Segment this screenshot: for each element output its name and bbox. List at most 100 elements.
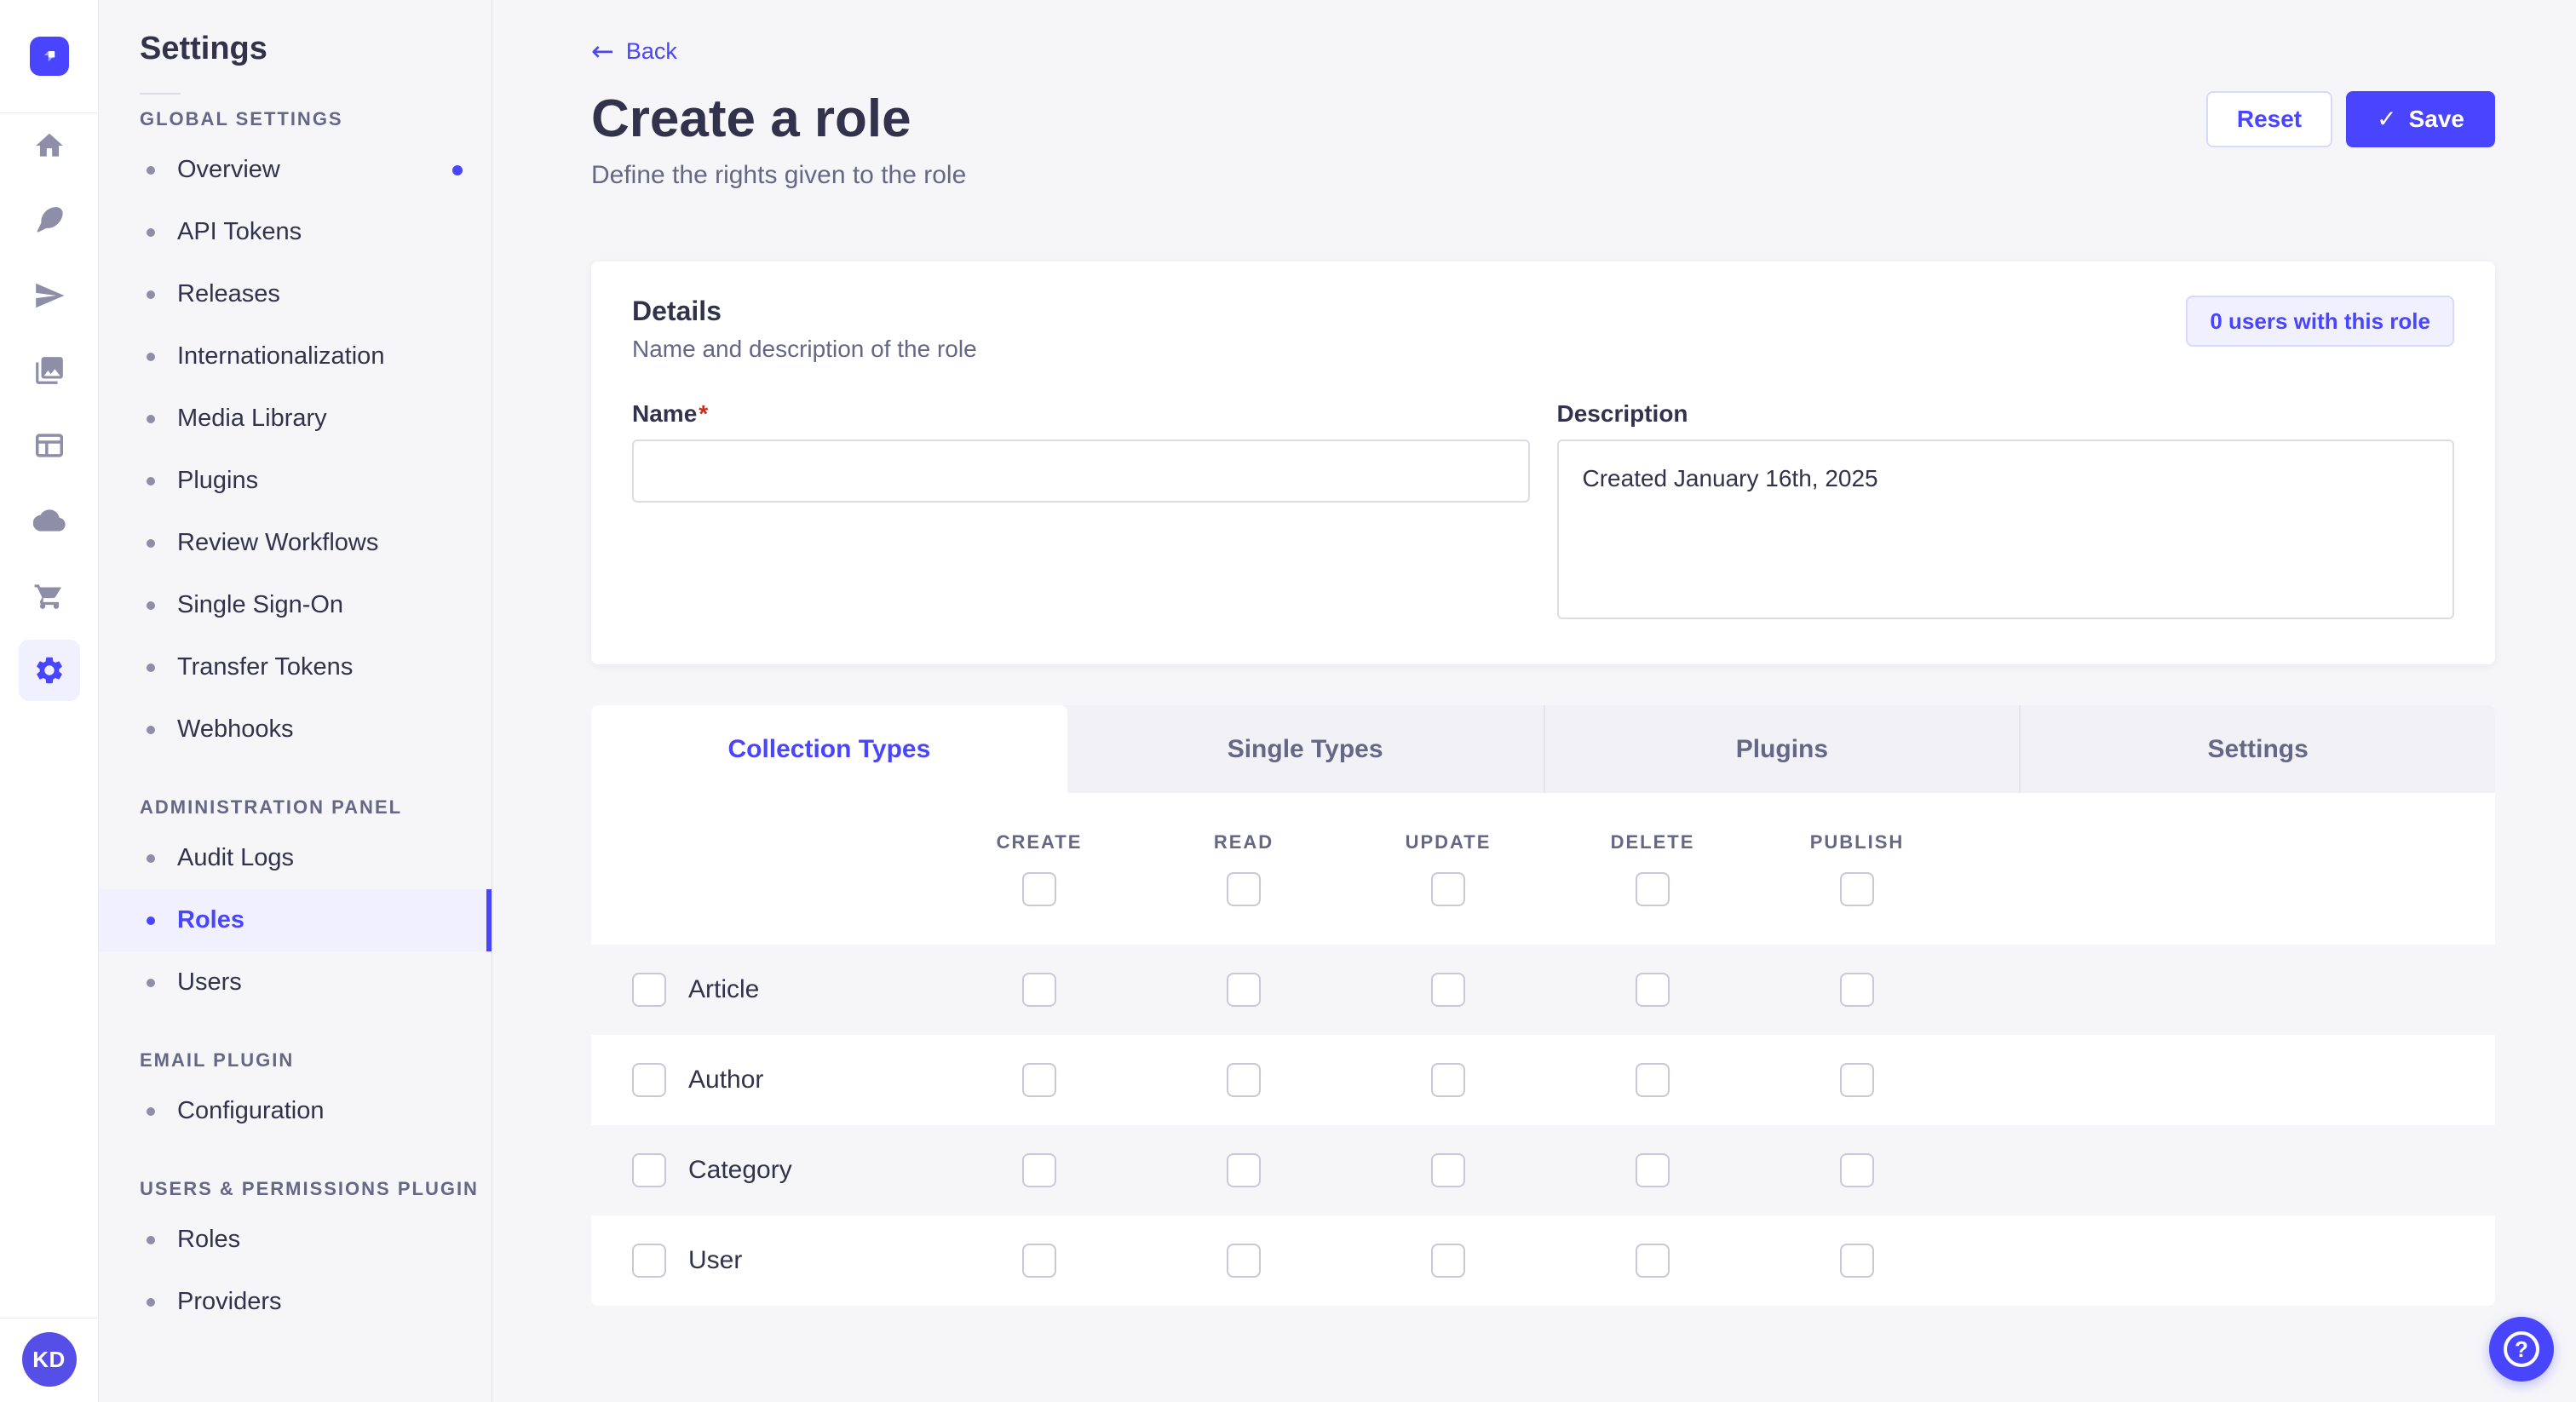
user-publish-checkbox[interactable] (1840, 1244, 1874, 1278)
article-select-checkbox[interactable] (632, 973, 666, 1007)
table-row-category: Category (591, 1125, 2495, 1215)
bullet-icon (147, 853, 155, 863)
sidebar-item-plugins[interactable]: Plugins (99, 450, 492, 512)
home-icon[interactable] (32, 129, 66, 163)
back-arrow-icon: ← (591, 35, 614, 67)
tab-plugins[interactable]: Plugins (1543, 705, 2020, 793)
category-update-checkbox[interactable] (1431, 1153, 1465, 1187)
notification-dot-icon (452, 164, 463, 175)
help-button[interactable]: ? (2489, 1317, 2554, 1382)
category-read-checkbox[interactable] (1227, 1153, 1261, 1187)
category-create-checkbox[interactable] (1022, 1153, 1056, 1187)
bullet-icon (147, 978, 155, 987)
settings-gear-icon[interactable] (18, 640, 80, 701)
tab-settings[interactable]: Settings (2019, 705, 2495, 793)
sidebar-item-single-sign-on[interactable]: Single Sign-On (99, 574, 492, 636)
author-delete-checkbox[interactable] (1636, 1063, 1670, 1097)
content-type-builder-send-icon[interactable] (32, 279, 66, 313)
row-name-cell: Author (591, 1063, 937, 1097)
main-nav-rail: KD (0, 0, 99, 1402)
content-manager-feather-icon[interactable] (32, 204, 66, 238)
table-row-author: Author (591, 1035, 2495, 1125)
tab-single-types[interactable]: Single Types (1067, 705, 1544, 793)
users-with-role-button[interactable]: 0 users with this role (2186, 296, 2454, 347)
sidebar-item-transfer-tokens[interactable]: Transfer Tokens (99, 636, 492, 698)
author-publish-checkbox[interactable] (1840, 1063, 1874, 1097)
article-read-checkbox[interactable] (1227, 973, 1261, 1007)
select-all-delete-checkbox[interactable] (1636, 872, 1670, 906)
user-update-checkbox[interactable] (1431, 1244, 1465, 1278)
details-card: Details Name and description of the role… (591, 261, 2495, 664)
required-asterisk: * (699, 400, 709, 427)
select-all-update-checkbox[interactable] (1431, 872, 1465, 906)
save-button[interactable]: ✓ Save (2346, 90, 2495, 147)
back-button[interactable]: ← Back (591, 37, 677, 65)
media-library-icon[interactable] (32, 353, 66, 388)
sidebar-item-up-roles[interactable]: Roles (99, 1209, 492, 1271)
column-header-delete: DELETE (1550, 831, 1755, 906)
category-delete-checkbox[interactable] (1636, 1153, 1670, 1187)
cloud-icon[interactable] (32, 503, 66, 537)
user-select-checkbox[interactable] (632, 1244, 666, 1278)
sidebar-section-administration-panel: ADMINISTRATION PANEL Audit Logs Roles Us… (99, 796, 492, 1014)
user-delete-checkbox[interactable] (1636, 1244, 1670, 1278)
column-header-publish: PUBLISH (1755, 831, 1959, 906)
sidebar-item-review-workflows[interactable]: Review Workflows (99, 512, 492, 574)
table-row-article: Article (591, 945, 2495, 1035)
sidebar-item-media-library[interactable]: Media Library (99, 388, 492, 450)
bullet-icon (147, 1235, 155, 1244)
sidebar-item-internationalization[interactable]: Internationalization (99, 325, 492, 388)
main-content: ← Back Create a role Reset ✓ Save Define… (492, 0, 2576, 1402)
tab-collection-types[interactable]: Collection Types (591, 705, 1067, 793)
user-read-checkbox[interactable] (1227, 1244, 1261, 1278)
name-input[interactable] (632, 440, 1530, 503)
sidebar-section-users-permissions-plugin: USERS & PERMISSIONS PLUGIN Roles Provide… (99, 1178, 492, 1333)
sidebar-item-overview[interactable]: Overview (99, 139, 492, 201)
bullet-icon (147, 1106, 155, 1116)
permissions-section: Collection Types Single Types Plugins Se… (591, 705, 2495, 1306)
sidebar-item-audit-logs[interactable]: Audit Logs (99, 827, 492, 889)
author-read-checkbox[interactable] (1227, 1063, 1261, 1097)
sidebar-item-users[interactable]: Users (99, 951, 492, 1014)
sidebar-item-roles[interactable]: Roles (99, 889, 492, 951)
article-delete-checkbox[interactable] (1636, 973, 1670, 1007)
author-create-checkbox[interactable] (1022, 1063, 1056, 1097)
permissions-tabs: Collection Types Single Types Plugins Se… (591, 705, 2495, 793)
rail-profile-section: KD (0, 1318, 98, 1402)
marketplace-cart-icon[interactable] (32, 578, 66, 612)
user-create-checkbox[interactable] (1022, 1244, 1056, 1278)
description-field-group: Description Created January 16th, 2025 (1556, 400, 2454, 623)
article-publish-checkbox[interactable] (1840, 973, 1874, 1007)
sidebar-item-configuration[interactable]: Configuration (99, 1080, 492, 1142)
bullet-icon (147, 476, 155, 486)
category-publish-checkbox[interactable] (1840, 1153, 1874, 1187)
select-all-publish-checkbox[interactable] (1840, 872, 1874, 906)
avatar[interactable]: KD (21, 1332, 77, 1387)
author-select-checkbox[interactable] (632, 1063, 666, 1097)
sidebar-item-api-tokens[interactable]: API Tokens (99, 201, 492, 263)
bullet-icon (147, 538, 155, 548)
logo-section (0, 0, 98, 113)
page-header: Create a role Reset ✓ Save (591, 89, 2495, 149)
permissions-table: CREATE READ UPDATE DELETE (591, 793, 2495, 1306)
row-name-cell: Article (591, 973, 937, 1007)
sidebar-item-webhooks[interactable]: Webhooks (99, 698, 492, 761)
bullet-icon (147, 725, 155, 734)
article-update-checkbox[interactable] (1431, 973, 1465, 1007)
article-create-checkbox[interactable] (1022, 973, 1056, 1007)
description-textarea[interactable]: Created January 16th, 2025 (1556, 440, 2454, 619)
name-field-group: Name* (632, 400, 1530, 623)
select-all-create-checkbox[interactable] (1022, 872, 1056, 906)
details-subtitle: Name and description of the role (632, 336, 977, 362)
sidebar-item-releases[interactable]: Releases (99, 263, 492, 325)
back-link-label[interactable]: Back (625, 37, 677, 64)
layout-icon[interactable] (32, 428, 66, 463)
category-select-checkbox[interactable] (632, 1153, 666, 1187)
author-update-checkbox[interactable] (1431, 1063, 1465, 1097)
sidebar-item-providers[interactable]: Providers (99, 1271, 492, 1333)
sidebar-divider (140, 93, 181, 95)
bullet-icon (147, 1297, 155, 1307)
select-all-read-checkbox[interactable] (1227, 872, 1261, 906)
bullet-icon (147, 414, 155, 423)
reset-button[interactable]: Reset (2205, 90, 2333, 147)
